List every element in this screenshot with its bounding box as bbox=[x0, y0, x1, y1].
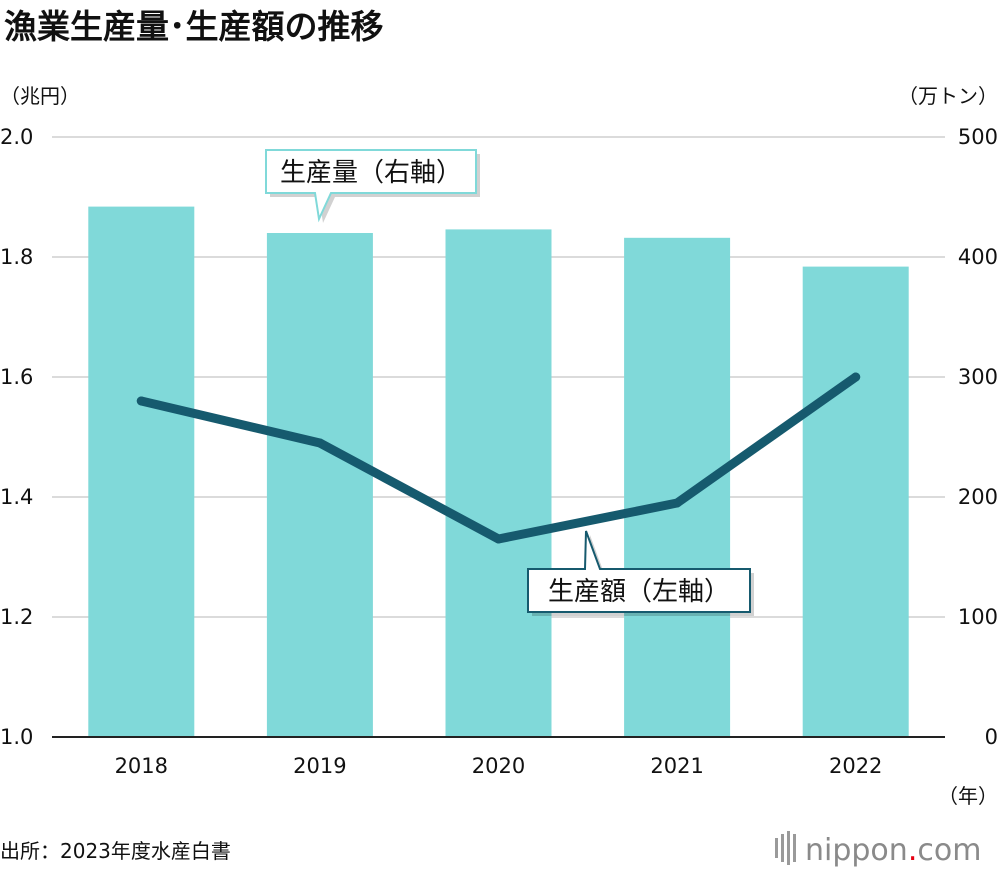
x-tick-label: 2019 bbox=[293, 754, 346, 778]
x-tick-label: 2020 bbox=[472, 754, 525, 778]
logo-suffix: com bbox=[917, 833, 981, 868]
left-axis-unit: （兆円） bbox=[0, 84, 80, 108]
right-tick-label: 400 bbox=[958, 245, 998, 269]
point-production-value-2019 bbox=[315, 438, 325, 448]
logo-dot: . bbox=[908, 833, 918, 868]
bar-production-volume-2020 bbox=[445, 229, 552, 737]
left-tick-label: 1.0 bbox=[0, 725, 33, 749]
left-tick-label: 1.8 bbox=[0, 245, 33, 269]
right-tick-label: 200 bbox=[958, 485, 998, 509]
chart-title: 漁業生産量･生産額の推移 bbox=[4, 7, 384, 46]
right-tick-label: 300 bbox=[958, 365, 998, 389]
x-tick-label: 2021 bbox=[650, 754, 703, 778]
svg-text:nippon.com: nippon.com bbox=[805, 833, 981, 868]
x-tick-label: 2018 bbox=[115, 754, 168, 778]
left-tick-label: 1.2 bbox=[0, 605, 33, 629]
left-tick-label: 1.6 bbox=[0, 365, 33, 389]
logo-mark-icon bbox=[775, 831, 796, 865]
right-tick-label: 0 bbox=[985, 725, 998, 749]
x-tick-label: 2022 bbox=[829, 754, 882, 778]
bar-production-volume-2022 bbox=[802, 266, 909, 737]
bar-production-volume-2019 bbox=[266, 233, 373, 737]
right-axis-unit: （万トン） bbox=[898, 84, 998, 108]
right-tick-label: 100 bbox=[958, 605, 998, 629]
source-note: 出所：2023年度水産白書 bbox=[0, 839, 231, 863]
callout-production-volume-label: 生産量（右軸） bbox=[280, 158, 462, 188]
bar-production-volume-2018 bbox=[88, 206, 195, 738]
callout-production-value-label: 生産額（左軸） bbox=[548, 577, 730, 607]
point-production-value-2018 bbox=[136, 396, 146, 406]
tick-labels: 1.0 1.2 1.4 1.6 1.8 2.0 0 100 200 300 400 500 2018 20… bbox=[0, 125, 998, 778]
point-production-value-2021 bbox=[672, 498, 682, 508]
point-production-value-2020 bbox=[494, 534, 503, 544]
point-production-value-2022 bbox=[851, 372, 861, 382]
nippon-logo: nippon.com bbox=[775, 831, 981, 868]
logo-text: nippon bbox=[805, 833, 908, 868]
callout-production-volume: 生産量（右軸） bbox=[265, 149, 480, 223]
bar-production-volume-2021 bbox=[624, 237, 731, 738]
right-tick-label: 500 bbox=[958, 125, 998, 149]
left-tick-label: 2.0 bbox=[0, 125, 33, 149]
left-tick-label: 1.4 bbox=[0, 485, 33, 509]
bar-series bbox=[88, 206, 909, 738]
x-axis-unit: （年） bbox=[938, 784, 998, 808]
line-series bbox=[136, 372, 861, 544]
callout-production-value: 生産額（左軸） bbox=[527, 530, 754, 616]
